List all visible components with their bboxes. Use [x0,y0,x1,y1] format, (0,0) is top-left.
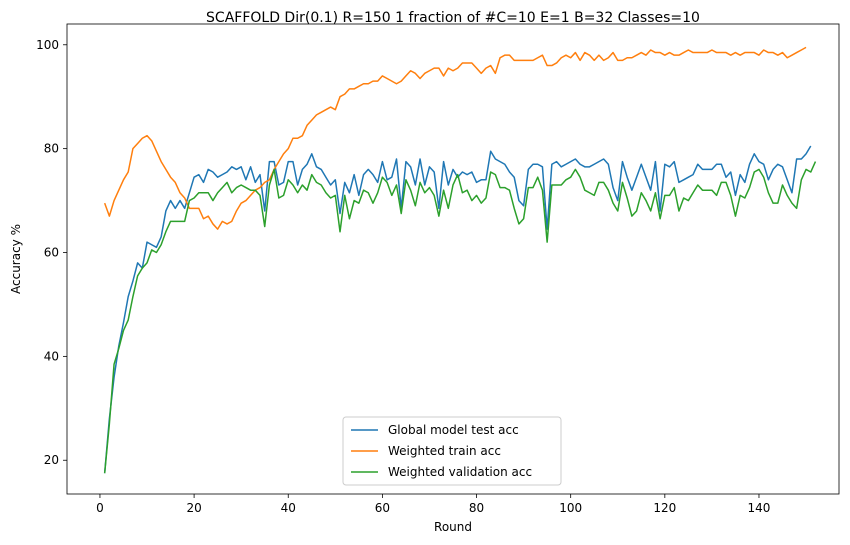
x-tick-label: 120 [653,501,676,515]
legend-box [342,416,562,486]
x-tick-label: 100 [559,501,582,515]
x-tick-label: 20 [186,501,201,515]
y-tick-label: 20 [44,453,59,467]
x-tick-label: 140 [748,501,771,515]
x-axis-label: Round [434,520,472,534]
chart-title: SCAFFOLD Dir(0.1) R=150 1 fraction of #C… [206,10,700,26]
series-line-1 [103,46,807,230]
legend-label-1: Weighted train acc [388,444,501,458]
y-tick-label: 40 [44,349,59,363]
plot-frame [66,23,840,495]
x-tick-label: 40 [281,501,296,515]
plot-lines [103,46,817,474]
y-tick-label: 80 [44,142,59,156]
x-axis: 0 20 40 60 80 100 120 140 [96,494,770,515]
y-axis-label: Accuracy % [9,224,23,294]
legend: Global model test acc Weighted train acc W… [342,416,562,486]
x-tick-label: 80 [469,501,484,515]
x-tick-label: 0 [96,501,104,515]
y-tick-label: 60 [44,246,59,260]
x-tick-label: 60 [375,501,390,515]
legend-label-0: Global model test acc [388,423,519,437]
legend-label-2: Weighted validation acc [388,465,532,479]
y-tick-label: 100 [36,38,59,52]
y-axis: 20 40 60 80 100 [36,38,67,467]
series-line-2 [103,161,817,474]
